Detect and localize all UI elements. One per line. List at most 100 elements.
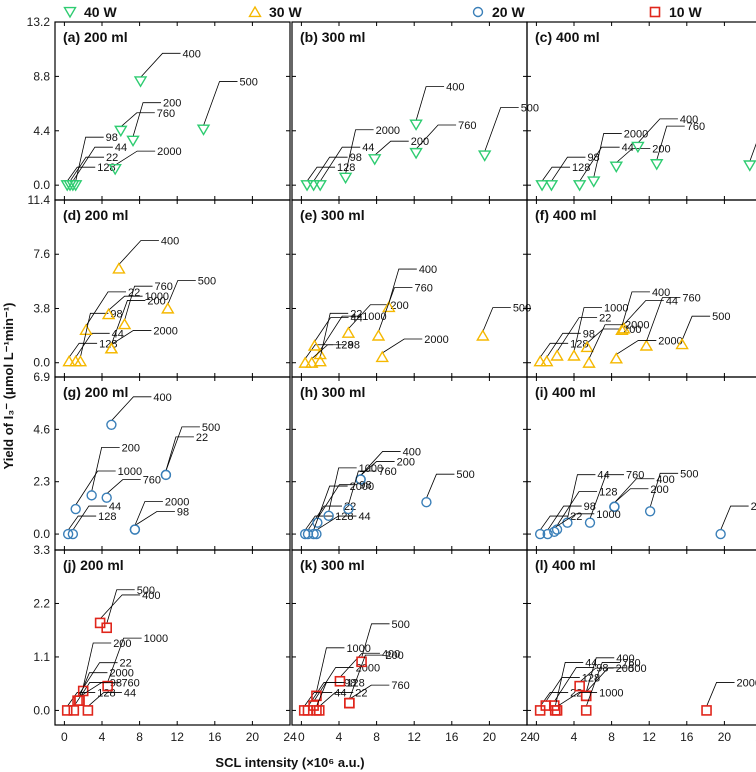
legend-marker-10W bbox=[649, 6, 661, 18]
panel-l-leader bbox=[585, 667, 627, 693]
panel-g-point-label: 2000 bbox=[165, 497, 189, 509]
panel-c-point-label: 760 bbox=[687, 121, 705, 133]
panel-e-leader bbox=[378, 287, 413, 332]
panel-a-leader bbox=[140, 52, 181, 78]
panel-k-leader bbox=[361, 623, 390, 658]
panel-j-xtick-label: 24 bbox=[283, 730, 297, 744]
legend-marker-30W bbox=[248, 5, 262, 18]
panel-l-point-label: 1000 bbox=[599, 687, 623, 699]
panel-i-leader bbox=[547, 505, 582, 531]
panel-h-leader bbox=[304, 515, 334, 531]
panel-g-point-label: 760 bbox=[143, 475, 161, 487]
panel-i-point-label: 760 bbox=[626, 470, 644, 482]
panel-j-point-label: 2000 bbox=[109, 668, 133, 680]
panel-h-point bbox=[312, 517, 323, 528]
panel-d-point bbox=[101, 307, 116, 320]
panel-f-title: (f) 400 ml bbox=[535, 207, 596, 223]
panel-b-point bbox=[313, 180, 327, 192]
panel-b-point bbox=[306, 180, 321, 192]
panel-l-point bbox=[551, 705, 563, 716]
panel-j-point-label: 1000 bbox=[144, 633, 168, 645]
panel-b-point-label: 98 bbox=[350, 152, 362, 164]
panel-c-point-label: 200 bbox=[652, 144, 670, 156]
panel-j-leader bbox=[107, 637, 142, 683]
panel-l-xtick-label: 4 bbox=[571, 730, 578, 744]
panel-i-frame bbox=[526, 376, 756, 551]
panel-a-leader bbox=[72, 146, 113, 182]
panel-i-point bbox=[644, 506, 656, 517]
panel-e-point-label: 2000 bbox=[424, 334, 448, 346]
panel-a-point bbox=[126, 135, 140, 147]
panel-a-leader bbox=[75, 136, 104, 182]
panel-j-xtick-label: 12 bbox=[171, 730, 185, 744]
panel-i-leader bbox=[614, 488, 649, 504]
panel-j-xtick-label: 16 bbox=[208, 730, 222, 744]
panel-i-leader bbox=[589, 474, 624, 519]
panel-f-point-label: 22 bbox=[599, 313, 611, 325]
panel-e-leader bbox=[311, 344, 346, 360]
panel-a-ytick-label: 0.0 bbox=[33, 178, 50, 192]
panel-g-leader bbox=[111, 396, 152, 422]
panel-a-leader bbox=[66, 166, 96, 182]
panel-k-leader bbox=[313, 667, 354, 702]
panel-b-point bbox=[367, 154, 382, 166]
panel-k-point bbox=[311, 705, 322, 716]
panel-l-point-label: 2000 bbox=[737, 677, 756, 689]
panel-j-point-label: 200 bbox=[113, 638, 131, 650]
panel-c-point bbox=[609, 161, 624, 173]
panel-e-leader bbox=[319, 312, 349, 358]
panel-d-point-label: 2000 bbox=[153, 325, 177, 337]
panel-f-point-label: 2000 bbox=[625, 320, 649, 332]
panel-c-point bbox=[572, 180, 587, 192]
panel-h-point-label: 400 bbox=[403, 446, 421, 458]
panel-l-xtick-label: 8 bbox=[608, 730, 615, 744]
panel-h-leader bbox=[313, 485, 348, 531]
panel-k-leader bbox=[316, 682, 345, 707]
panel-e-leader bbox=[382, 338, 423, 354]
panel-f-leader bbox=[621, 291, 650, 327]
panel-a-point-label: 400 bbox=[183, 48, 201, 60]
panel-a-leader bbox=[114, 150, 156, 166]
panel-c-leader bbox=[579, 146, 620, 182]
panel-k-xtick-label: 16 bbox=[445, 730, 459, 744]
panel-d-ytick-label: 0.0 bbox=[33, 356, 50, 370]
panel-k-leader bbox=[349, 684, 390, 700]
panel-l-xtick-label: 12 bbox=[643, 730, 657, 744]
panel-f-point bbox=[639, 339, 654, 351]
panel-b-point-label: 400 bbox=[446, 82, 464, 94]
panel-b-leader bbox=[484, 107, 519, 152]
y-axis-title: Yield of I₃⁻ (μmol L⁻¹min⁻¹) bbox=[1, 303, 16, 470]
panel-d-leader bbox=[111, 300, 146, 345]
panel-d-point-label: 760 bbox=[155, 281, 173, 293]
panel-k-xtick-label: 0 bbox=[298, 730, 305, 744]
panel-f-point-label: 98 bbox=[583, 328, 595, 340]
panel-k-xtick-label: 24 bbox=[520, 730, 534, 744]
panel-b-leader bbox=[306, 166, 336, 182]
panel-j-xtick-label: 20 bbox=[246, 730, 260, 744]
panel-b-leader bbox=[319, 146, 361, 182]
panel-f-point bbox=[567, 349, 581, 361]
panel-h-leader bbox=[316, 515, 357, 531]
panel-d-leader bbox=[108, 295, 143, 311]
panel-e-point bbox=[476, 329, 490, 341]
panel-d-point bbox=[112, 262, 126, 274]
panel-c-leader bbox=[616, 148, 651, 163]
panel-g-ytick-label: 2.3 bbox=[33, 475, 50, 489]
panel-j-leader bbox=[106, 589, 135, 624]
panel-l-xtick-label: 0 bbox=[533, 730, 540, 744]
panel-e-point-label: 1000 bbox=[362, 311, 386, 323]
panel-c-point-label: 2000 bbox=[624, 128, 648, 140]
panel-l-point-label: 44 bbox=[585, 657, 597, 669]
panel-j-point bbox=[61, 705, 73, 716]
panel-k-point-label: 98 bbox=[344, 677, 356, 689]
panel-g-point-label: 400 bbox=[153, 392, 171, 404]
panel-a-point-label: 22 bbox=[106, 152, 118, 164]
panel-f-point-label: 2000 bbox=[658, 335, 682, 347]
panel-d-point-label: 400 bbox=[161, 236, 179, 248]
panel-l-leader bbox=[539, 692, 569, 707]
panel-e-point-label: 128 bbox=[335, 340, 353, 352]
panel-j-point bbox=[74, 695, 85, 706]
panel-g-point-label: 98 bbox=[177, 507, 189, 519]
panel-a-point bbox=[108, 163, 122, 176]
panel-a-ytick-label: 13.2 bbox=[27, 15, 51, 29]
